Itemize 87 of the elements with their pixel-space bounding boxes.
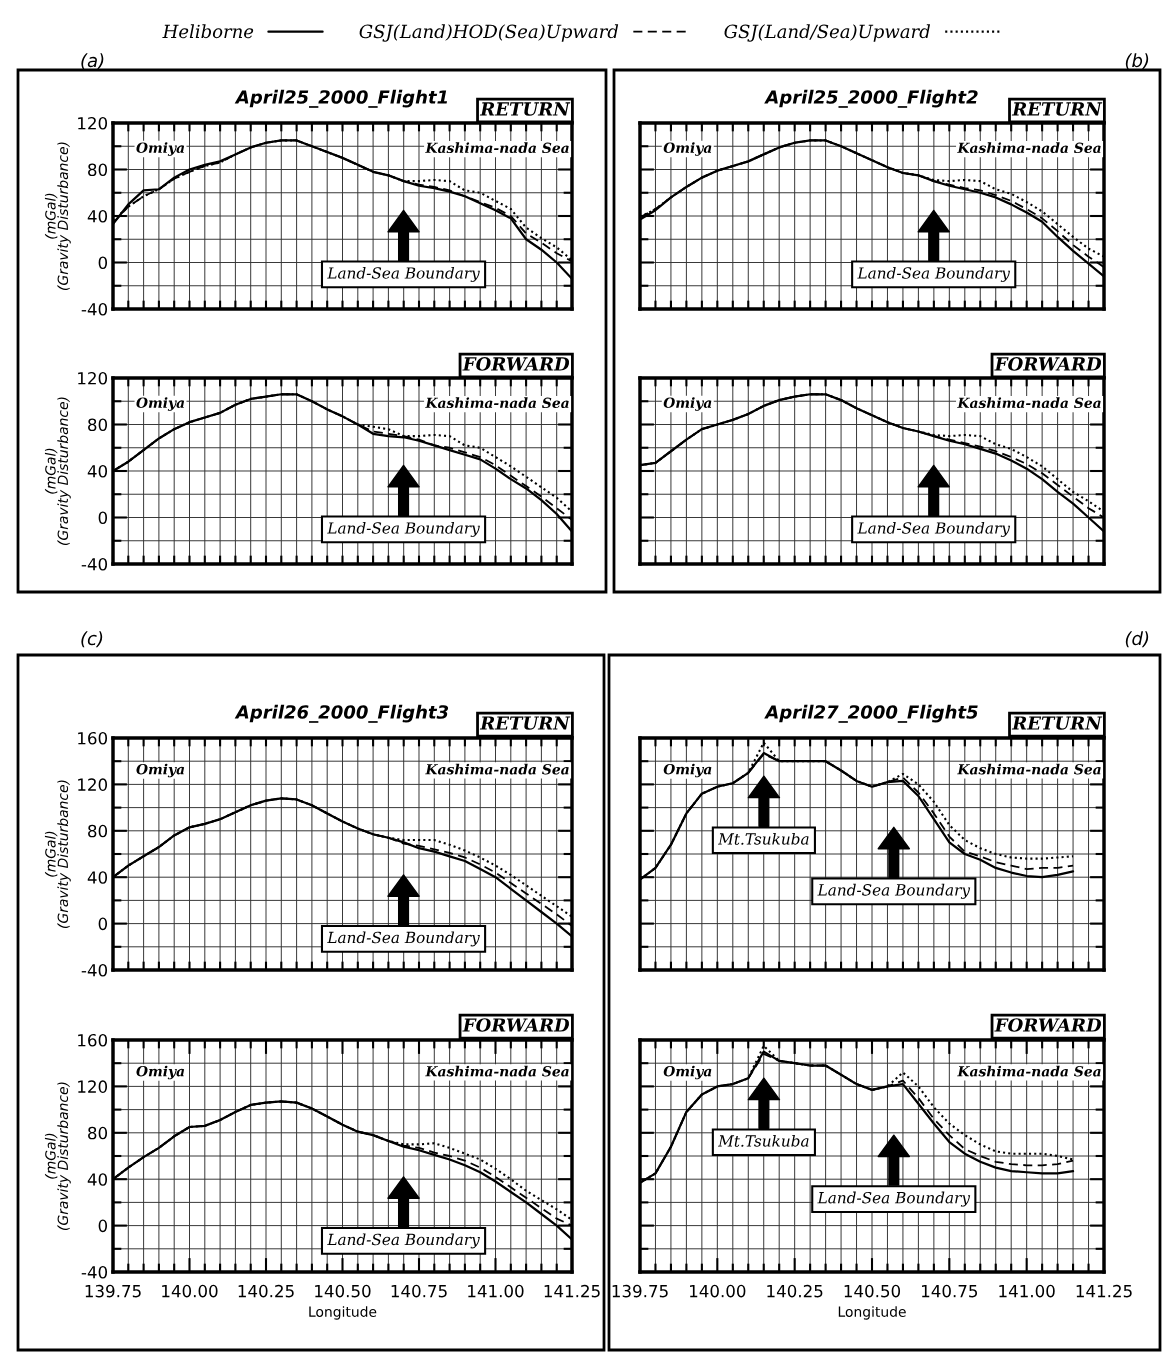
x-tick-label: 141.00 [468,1284,524,1298]
x-tick-label: 141.25 [544,1284,600,1298]
legend-label: GSJ(Land/Sea)Upward [724,24,931,42]
y-axis-title: (mGal) (Gravity Disturbance) [44,780,71,928]
legend-label: GSJ(Land)HOD(Sea)Upward [359,24,619,42]
text: RETURN [479,716,571,730]
x-tick-label: 141.25 [1076,1284,1132,1298]
y-tick-label: 160 [78,1033,108,1047]
chart-title: April27_2000_Flight5 [764,704,978,723]
annotation: Omiya [663,763,712,778]
y-tick-label: 120 [78,116,108,130]
annotation: Land-Sea Boundary [327,1233,480,1249]
y-tick-label: 40 [87,871,108,884]
annotation: Mt.Tsukuba [717,832,809,845]
annotation: Land-Sea Boundary [857,266,1011,282]
y-tick-label: 40 [87,464,108,478]
x-tick-label: 140.00 [162,1284,218,1298]
annotation: Land-Sea Boundary [327,521,480,537]
text: RETURN [1011,102,1103,116]
text: RETURN [1011,716,1103,730]
annotation: Kashima-nada Sea [425,763,569,775]
y-tick-label: 0 [98,256,108,270]
x-tick-label: 140.75 [922,1284,978,1298]
annotation: Omiya [663,142,712,156]
text: FORWARD [994,1018,1102,1032]
annotation: Land-Sea Boundary [817,883,971,899]
text: (d) [1125,631,1149,648]
x-tick-label: 139.75 [612,1284,668,1298]
y-tick-label: 80 [88,163,108,177]
y-axis-title: (mGal) (Gravity Disturbance) [44,397,71,545]
annotation: Kashima-nada Sea [957,142,1101,154]
annotation: Land-Sea Boundary [327,931,480,947]
chart-title: April25_2000_Flight1 [234,89,448,108]
text: (b) [1125,53,1149,70]
annotation: Omiya [136,763,185,778]
text: FORWARD [462,1018,570,1032]
y-tick-label: 120 [78,371,108,385]
y-tick-label: 40 [87,209,108,223]
y-tick-label: -40 [81,557,108,571]
annotation: Kashima-nada Sea [425,142,569,154]
annotation: Kashima-nada Sea [957,763,1101,775]
y-tick-label: 80 [88,418,108,432]
y-tick-label: -40 [81,963,108,977]
text: RETURN [479,102,571,116]
x-tick-label: 140.75 [391,1284,447,1298]
annotation: Mt.Tsukuba [717,1134,809,1147]
annotation: Kashima-nada Sea [425,397,569,409]
text: (a) [81,53,104,70]
x-axis-title: Longitude [838,1306,906,1320]
x-tick-label: 140.00 [690,1284,746,1298]
annotation: Omiya [663,1065,712,1080]
text: FORWARD [994,357,1102,371]
annotation: Kashima-nada Sea [957,397,1101,409]
y-tick-label: 80 [88,1126,108,1140]
annotation: Omiya [663,397,712,411]
y-axis-title: (mGal) (Gravity Disturbance) [44,1082,71,1230]
annotation: Land-Sea Boundary [857,521,1011,537]
annotation: Omiya [136,397,185,411]
text: (c) [81,631,103,648]
text: FORWARD [462,357,570,371]
annotation: Land-Sea Boundary [817,1191,971,1207]
x-tick-label: 140.25 [238,1284,294,1298]
annotation: Land-Sea Boundary [327,266,480,282]
annotation: Kashima-nada Sea [425,1065,569,1077]
y-tick-label: 120 [78,1080,108,1093]
x-tick-label: 141.00 [999,1284,1055,1298]
x-axis-title: Longitude [309,1306,377,1320]
y-tick-label: 80 [88,824,108,838]
legend-label: Heliborne [162,24,254,39]
annotation: Kashima-nada Sea [957,1065,1101,1077]
y-tick-label: 0 [98,917,108,931]
y-tick-label: -40 [81,302,108,316]
x-tick-label: 140.25 [767,1284,823,1298]
y-tick-label: 40 [87,1173,108,1186]
annotation: Omiya [136,142,185,156]
x-tick-label: 139.75 [85,1284,141,1298]
y-tick-label: -40 [81,1265,108,1279]
annotation: Omiya [136,1065,185,1080]
x-tick-label: 140.50 [844,1284,901,1298]
y-tick-label: 120 [78,778,108,791]
y-tick-label: 160 [78,731,108,745]
y-tick-label: 0 [98,1219,108,1233]
y-tick-label: 0 [98,511,108,525]
y-axis-title: (mGal) (Gravity Disturbance) [44,142,71,290]
x-tick-label: 140.50 [315,1284,371,1298]
chart-title: April26_2000_Flight3 [234,704,449,723]
chart-title: April25_2000_Flight2 [764,89,978,108]
